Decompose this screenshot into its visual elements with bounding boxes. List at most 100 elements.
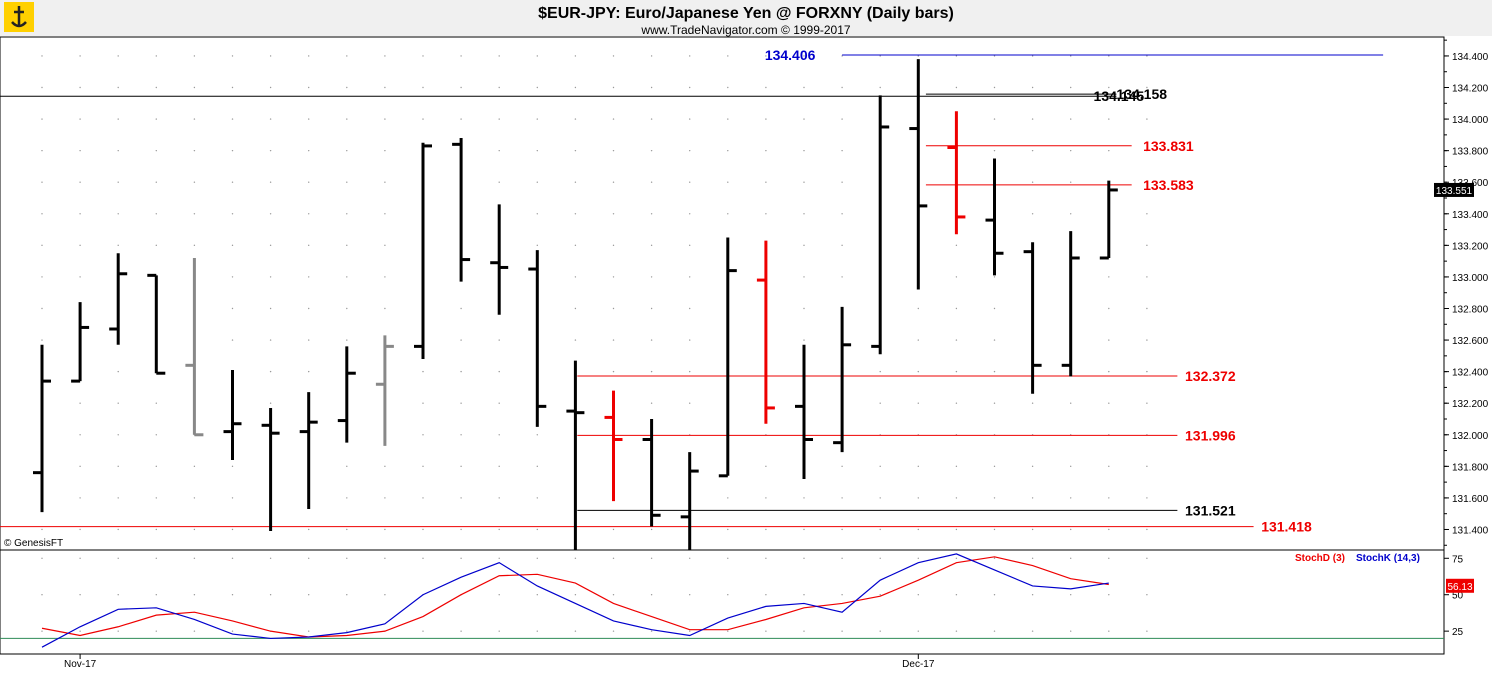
grid-dot [1146, 149, 1148, 152]
stoch-grid-dot [1146, 557, 1148, 559]
stoch-d-legend: StochD (3) [1295, 553, 1345, 564]
grid-dot [879, 86, 881, 89]
price-tick-label: 132.400 [1452, 368, 1489, 379]
grid-dot [993, 339, 996, 341]
stoch-grid-dot [650, 630, 653, 632]
grid-dot [1031, 118, 1034, 120]
date-axis: Nov-17 Dec-17 [64, 654, 935, 670]
grid-dot [689, 118, 691, 120]
grid-dot [612, 86, 615, 89]
stoch-k-legend: StochK (14,3) [1356, 553, 1420, 564]
grid-dot [79, 465, 81, 468]
grid-dot [574, 213, 577, 215]
grid-dot [1070, 55, 1072, 57]
stoch-tick-label: 75 [1452, 554, 1464, 565]
ohlc-bar [604, 390, 623, 502]
grid-dot [231, 276, 234, 278]
price-tick-label: 132.200 [1452, 399, 1489, 410]
stoch-grid-dot [422, 630, 424, 632]
grid-dot [346, 118, 348, 120]
grid-dot [917, 339, 919, 341]
grid-dot [117, 244, 119, 247]
grid-dot [422, 86, 424, 89]
price-tick-label: 132.800 [1452, 304, 1489, 315]
grid-dot [269, 55, 272, 57]
ohlc-bar [452, 138, 471, 282]
stoch-grid-dot [346, 557, 348, 559]
grid-dot [841, 213, 843, 215]
grid-dot [689, 213, 691, 215]
grid-dot [650, 86, 653, 89]
grid-dot [269, 244, 272, 247]
grid-dot [41, 276, 43, 278]
stoch-grid-dot [155, 594, 157, 596]
stoch-grid-dot [269, 557, 272, 559]
ohlc-bar [795, 344, 813, 479]
stoch-grid-dot [193, 594, 196, 596]
stoch-grid-dot [155, 557, 157, 559]
grid-dot [612, 181, 615, 183]
grid-dot [955, 339, 958, 341]
grid-dot [1108, 528, 1110, 531]
grid-dot [346, 244, 348, 247]
grid-dot [1108, 118, 1110, 120]
grid-dot [79, 276, 81, 278]
chart-title: $EUR-JPY: Euro/Japanese Yen @ FORXNY (Da… [538, 5, 954, 22]
stoch-grid-dot [231, 630, 234, 632]
grid-dot [422, 370, 424, 373]
grid-dot [193, 55, 196, 57]
stoch-grid-dot [765, 557, 767, 559]
grid-dot [498, 465, 500, 468]
grid-dot [650, 276, 653, 278]
grid-dot [803, 307, 805, 310]
grid-dot [765, 497, 767, 499]
grid-dot [727, 86, 729, 89]
grid-dot [1146, 465, 1148, 468]
stoch-grid-dot [269, 594, 272, 596]
stoch-grid-dot [1070, 630, 1072, 632]
stoch-grid-dot [117, 594, 119, 596]
ohlc-bar [833, 306, 852, 453]
grid-dot [574, 181, 577, 183]
grid-dot [155, 213, 157, 215]
grid-dot [955, 276, 958, 278]
grid-dot [193, 528, 196, 531]
grid-dot [650, 181, 653, 183]
grid-dot [460, 465, 462, 468]
stoch-grid-dot [41, 594, 43, 596]
grid-dot [765, 528, 767, 531]
grid-dot [536, 181, 538, 183]
grid-dot [231, 465, 234, 468]
stoch-grid-dot [727, 557, 729, 559]
ohlc-bar [1061, 231, 1080, 377]
stoch-grid-dot [841, 594, 843, 596]
grid-dot [269, 181, 272, 183]
grid-dot [1031, 213, 1034, 215]
grid-dot [384, 465, 386, 468]
grid-dot [346, 528, 348, 531]
grid-dot [917, 55, 919, 57]
grid-dot [117, 213, 119, 215]
ohlc-bar [566, 360, 585, 550]
grid-dot [803, 86, 805, 89]
grid-dot [879, 528, 881, 531]
grid-dot [231, 181, 234, 183]
grid-dot [727, 497, 729, 499]
grid-dot [803, 339, 805, 341]
grid-dot [879, 465, 881, 468]
grid-dot [993, 307, 996, 310]
grid-dot [41, 213, 43, 215]
stoch-grid-dot [384, 557, 386, 559]
grid-dot [384, 307, 386, 310]
grid-dot [1146, 86, 1148, 89]
price-tick-label: 131.600 [1452, 494, 1489, 505]
grid-dot [498, 86, 500, 89]
grid-dot [1146, 402, 1148, 404]
stoch-grid-dot [612, 594, 615, 596]
grid-dot [841, 276, 843, 278]
grid-dot [803, 181, 805, 183]
stoch-grid-dot [155, 630, 157, 632]
stoch-grid-dot [689, 557, 691, 559]
stoch-grid-dot [536, 630, 538, 632]
grid-dot [1031, 55, 1034, 57]
